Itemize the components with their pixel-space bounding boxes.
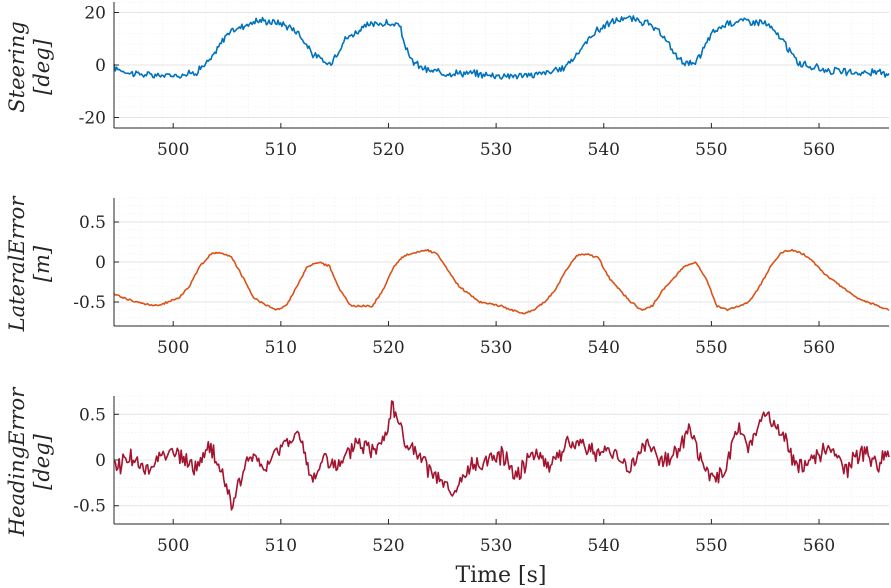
steering-ylabel-line1: Steering: [5, 21, 29, 112]
lateral-error-ylabel-line1: LateralError: [5, 195, 29, 333]
y-tick-label: 20: [84, 4, 106, 24]
y-tick-label: -20: [79, 109, 106, 129]
x-tick-label: 500: [157, 338, 189, 358]
x-tick-label: 530: [480, 140, 512, 160]
x-tick-label: 510: [265, 338, 297, 358]
x-tick-label: 550: [695, 338, 727, 358]
steering-panel: -20 0 20 500 510 520 530 540 550 560 Steering [d…: [5, 1, 890, 160]
lateral-error-panel: -0.5 0 0.5 500 510 520 530 540 550 560 LateralEr…: [5, 195, 890, 358]
x-tick-label: 510: [265, 536, 297, 556]
x-tick-label: 540: [588, 338, 620, 358]
lateral-error-series-line: [113, 248, 890, 315]
y-tick-label: -0.5: [73, 497, 106, 517]
x-tick-label: 500: [157, 140, 189, 160]
x-tick-label: 520: [372, 536, 404, 556]
lateral-error-ylabel-line2: [m]: [30, 245, 54, 282]
y-tick-label: -0.5: [73, 293, 106, 313]
x-tick-label: 560: [803, 140, 835, 160]
x-tick-label: 560: [803, 536, 835, 556]
steering-ylabel-line2: [deg]: [30, 38, 54, 95]
x-tick-label: 530: [480, 536, 512, 556]
x-tick-label: 520: [372, 140, 404, 160]
x-tick-label: 560: [803, 338, 835, 358]
y-tick-label: 0: [95, 56, 106, 76]
heading-error-panel: -0.5 0 0.5 500 510 520 530 540 550 560 HeadingEr…: [5, 386, 890, 556]
x-tick-label: 530: [480, 338, 512, 358]
x-tick-label: 550: [695, 536, 727, 556]
x-tick-label: 540: [588, 536, 620, 556]
x-tick-label: 540: [588, 140, 620, 160]
steering-series-line: [113, 15, 890, 80]
x-tick-label: 500: [157, 536, 189, 556]
x-tick-label: 520: [372, 338, 404, 358]
heading-error-series-line: [113, 400, 890, 511]
y-tick-label: 0: [95, 253, 106, 273]
heading-error-ylabel-line2: [deg]: [30, 433, 54, 490]
x-axis-label: Time [s]: [455, 563, 546, 588]
y-tick-label: 0.5: [79, 405, 106, 425]
y-tick-label: 0: [95, 451, 106, 471]
y-tick-label: 0.5: [79, 213, 106, 233]
x-tick-label: 550: [695, 140, 727, 160]
heading-error-ylabel-line1: HeadingError: [5, 386, 29, 537]
x-tick-label: 510: [265, 140, 297, 160]
